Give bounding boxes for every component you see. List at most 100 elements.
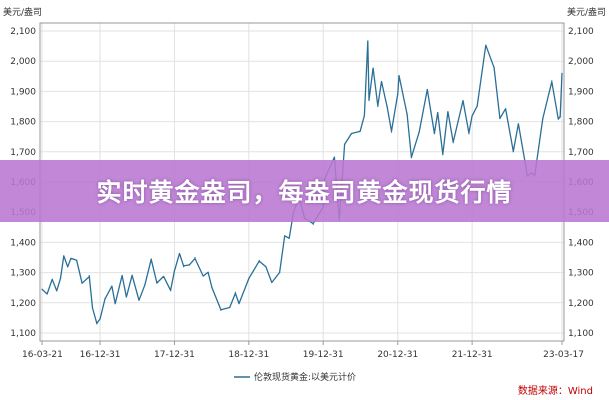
data-point [51,279,53,281]
x-tick-label: 16-12-31 [80,350,121,360]
data-source: 数据来源：Wind [518,384,593,397]
data-point [265,266,267,268]
data-point [271,281,273,283]
data-point [178,253,181,256]
data-point [99,317,101,319]
data-point [41,288,43,290]
y-tick-label-left: 2,000 [10,57,36,67]
data-point [202,275,204,277]
data-point [131,275,133,277]
data-point [418,131,420,133]
left-unit-label: 美元/盎司 [3,6,42,18]
data-point [76,259,78,262]
x-axis-ticks: 16-03-21 16-12-31 17-12-31 18-12-31 19-12-31… [22,341,584,360]
data-point [173,270,175,272]
data-point [258,259,260,262]
x-tick-label: 18-12-31 [228,350,269,360]
x-tick-label: 17-12-31 [154,350,195,360]
data-point [234,291,236,293]
data-point [426,89,428,91]
data-point [96,323,98,325]
data-point [156,282,158,284]
data-point [397,93,399,95]
data-point [410,157,412,159]
data-point [104,297,106,299]
data-point [367,41,369,43]
y-tick-label-right: 1,400 [568,238,594,248]
data-point [517,124,520,126]
y-tick-label-right: 1,800 [568,118,594,128]
data-point [144,284,146,286]
data-point [390,131,393,133]
data-point [138,299,140,301]
data-point [163,276,165,278]
data-point [284,235,286,237]
y-tick-label-left: 1,300 [10,269,36,279]
data-point [150,258,152,260]
legend-label: 伦敦现货黄金:以美元计价 [254,371,356,383]
y-tick-label-left: 2,100 [10,27,36,37]
data-point [359,130,361,132]
y-tick-label-left: 1,700 [10,148,36,158]
data-point [542,118,544,120]
banner-title: 实时黄金盎司，每盎司黄金现货行情 [96,178,513,207]
data-point [207,272,209,274]
data-point [447,111,449,114]
data-point [468,133,470,135]
data-point [81,282,83,284]
data-point [406,113,408,115]
data-point [238,302,240,304]
data-point [437,111,439,114]
right-unit-label: 美元/盎司 [567,6,606,18]
y-tick-label-right: 2,000 [568,57,594,67]
data-point [56,290,58,292]
data-point [377,105,379,108]
data-point [512,151,514,153]
data-point [211,287,213,289]
data-point [248,278,250,280]
data-point [363,115,365,117]
data-point [559,116,561,118]
data-point [170,290,172,292]
data-point [452,142,454,144]
data-point [59,278,62,280]
data-point [505,108,507,111]
y-tick-label-right: 1,200 [568,299,594,309]
x-tick-label: 19-12-31 [303,350,344,360]
data-point [70,258,72,260]
data-point [386,105,388,108]
data-point [183,266,185,268]
y-tick-label-right: 2,100 [568,27,594,37]
x-tick-label: 20-12-31 [377,350,418,360]
data-point [380,81,383,83]
data-point [312,223,314,225]
y-tick-label-left: 1,100 [10,329,36,339]
data-point [344,143,346,145]
data-point [63,255,65,257]
data-point [279,272,281,274]
data-point [485,45,487,47]
data-point [499,118,501,120]
y-tick-label-left: 1,900 [10,87,36,97]
data-point [551,80,553,82]
data-point [111,285,113,287]
data-point [433,133,435,135]
x-tick-label: 23-03-17 [543,350,584,360]
title-banner: 实时黄金盎司，每盎司黄金现货行情 [0,160,609,222]
data-point [91,306,94,308]
x-tick-label: 16-03-21 [22,350,63,360]
y-tick-label-right: 1,300 [568,269,594,279]
data-point [46,292,48,294]
data-point [471,115,473,117]
data-point [398,75,400,77]
legend: 伦敦现货黄金:以美元计价 [234,371,356,383]
data-point [372,68,374,70]
y-tick-label-right: 1,700 [568,148,594,158]
data-point [288,237,290,239]
data-point [442,154,444,156]
data-point [561,72,563,74]
y-tick-label-right: 1,100 [568,329,594,339]
data-point [557,118,559,120]
data-point [125,296,127,298]
